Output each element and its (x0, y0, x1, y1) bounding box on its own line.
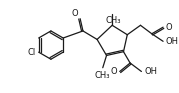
Text: O: O (166, 23, 173, 32)
Text: O: O (110, 67, 117, 76)
Text: CH₃: CH₃ (94, 71, 110, 80)
Text: OH: OH (166, 37, 179, 46)
Text: O: O (72, 9, 78, 18)
Text: OH: OH (144, 67, 157, 76)
Text: CH₃: CH₃ (105, 16, 121, 25)
Text: Cl: Cl (28, 48, 36, 57)
